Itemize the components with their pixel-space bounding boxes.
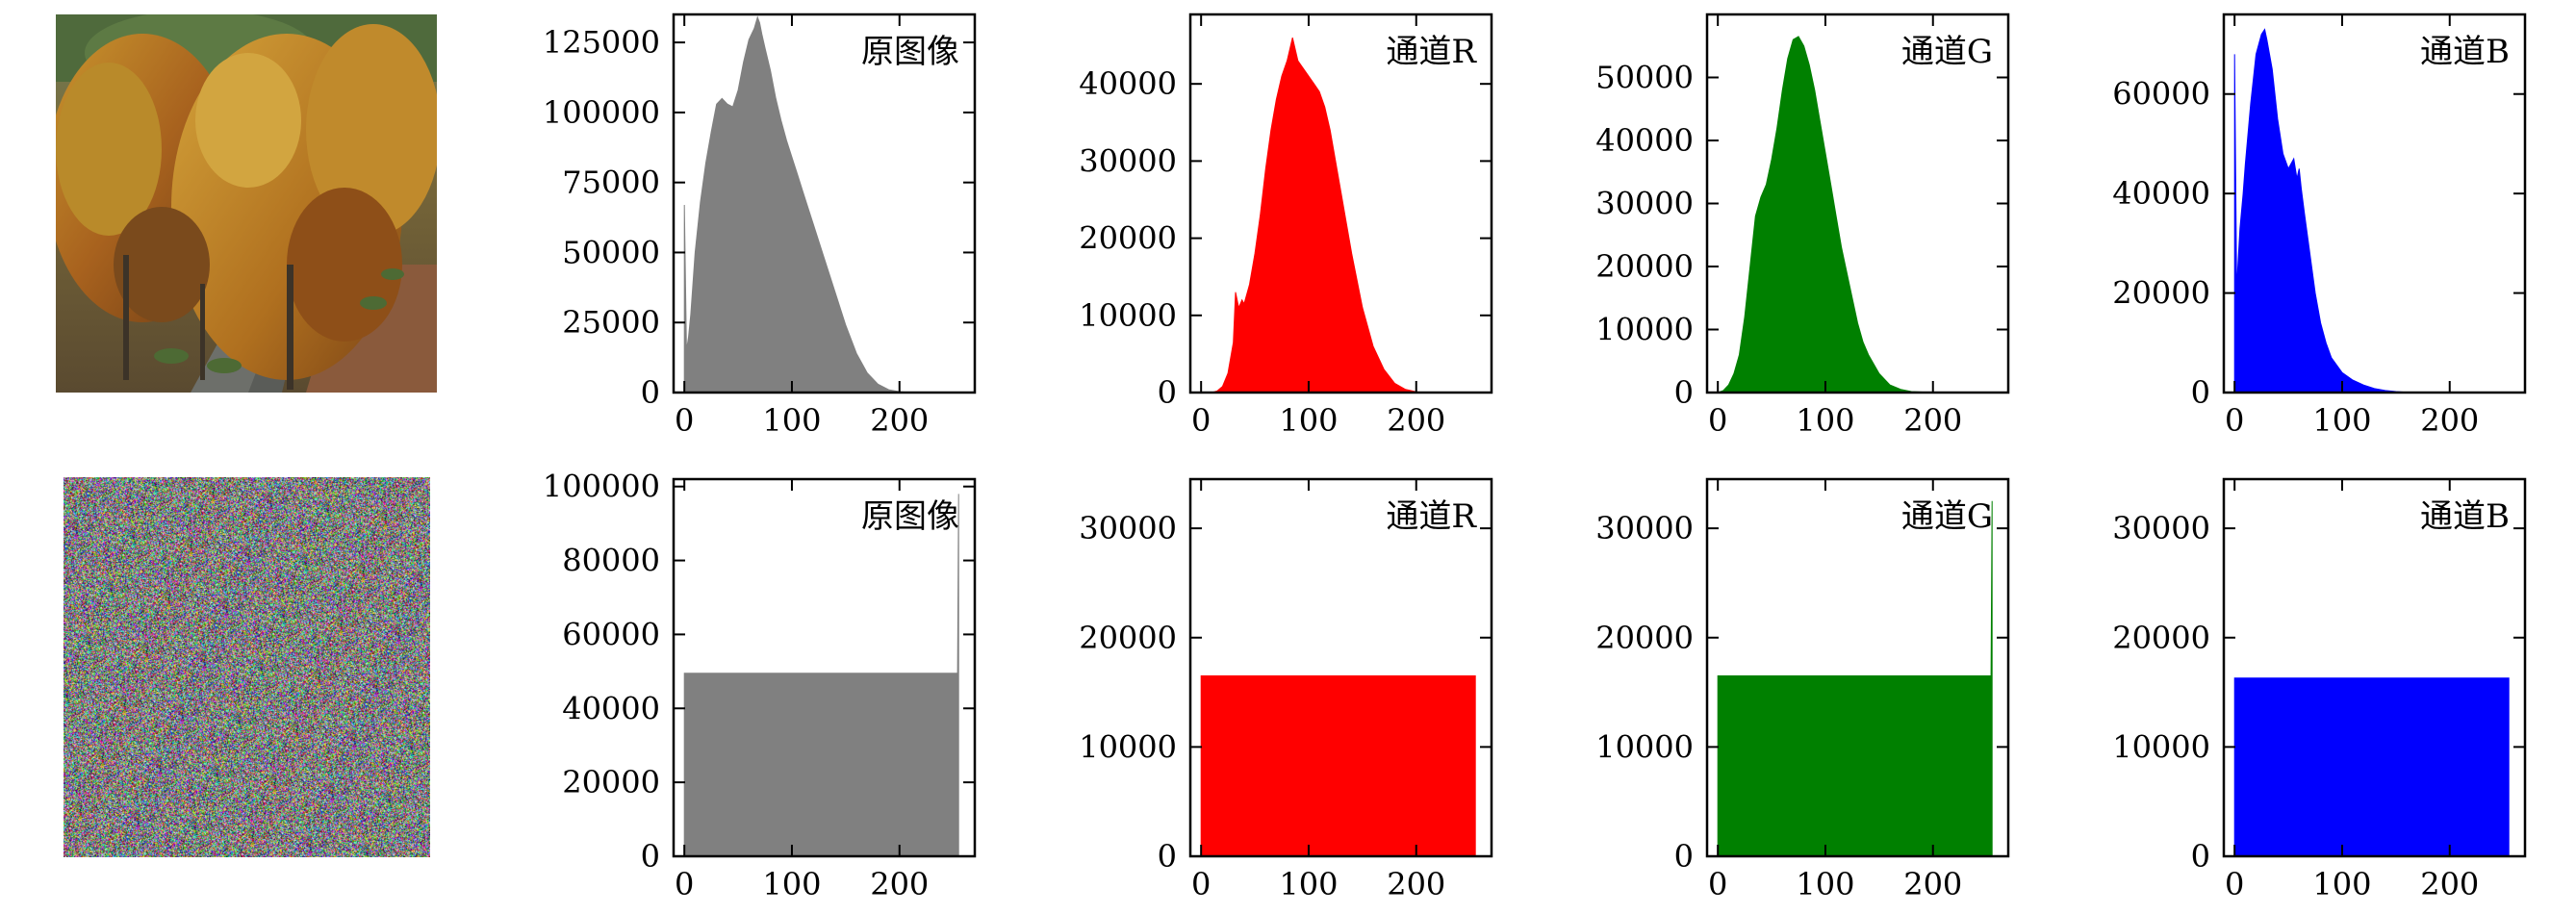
y-tick-label: 50000 [562, 234, 660, 270]
y-tick-label: 80000 [562, 543, 660, 579]
panel-title: 通道R [1386, 33, 1477, 71]
y-tick-label: 60000 [562, 616, 660, 652]
y-tick-label: 10000 [1595, 728, 1694, 765]
y-tick-label: 40000 [1595, 122, 1694, 159]
y-tick-label: 0 [1674, 374, 1694, 411]
x-tick-label: 100 [762, 402, 821, 439]
x-tick-label: 200 [1387, 402, 1445, 439]
plot-frame [1705, 477, 2010, 858]
x-tick-label: 200 [1903, 866, 1962, 902]
encrypted-noise-image [64, 477, 430, 857]
histogram-panel-8: 0 100 200 0 10000 20000 30000 通道B [2112, 477, 2527, 902]
y-tick-label: 40000 [562, 690, 660, 726]
histogram-panel-2: 0 100 200 0 10000 20000 30000 40000 通道R [1079, 13, 1493, 439]
plot-frame [1188, 477, 1493, 858]
x-tick-label: 0 [1708, 866, 1727, 902]
panel-title: 通道B [2420, 497, 2510, 536]
histogram-area [1200, 675, 1476, 857]
plot-frame [1188, 13, 1493, 394]
x-tick-label: 200 [870, 402, 929, 439]
y-tick-label: 20000 [1079, 620, 1177, 656]
y-tick-label: 30000 [1079, 142, 1177, 179]
histogram-panel-3: 0 100 200 0 10000 20000 30000 40000 50000 通道G [1595, 13, 2010, 439]
histogram-panel-1: 0 100 200 0 25000 50000 75000 100000 125000 原图像 [543, 13, 977, 439]
histogram-area [2233, 677, 2510, 857]
y-tick-label: 0 [1674, 838, 1694, 875]
y-tick-label: 30000 [1595, 510, 1694, 546]
plot-frame [672, 13, 977, 394]
y-tick-label: 50000 [1595, 60, 1694, 96]
y-tick-label: 0 [1158, 838, 1177, 875]
panel-title: 通道B [2420, 33, 2510, 71]
y-tick-label: 60000 [2112, 76, 2210, 113]
y-tick-label: 20000 [1595, 248, 1694, 285]
y-tick-label: 40000 [1079, 65, 1177, 102]
histogram-panel-6: 0 100 200 0 10000 20000 30000 通道R [1079, 477, 1493, 902]
x-tick-label: 0 [675, 866, 694, 902]
x-tick-label: 200 [870, 866, 929, 902]
y-tick-label: 0 [1158, 374, 1177, 411]
y-tick-label: 0 [2191, 838, 2210, 875]
y-tick-label: 20000 [1595, 620, 1694, 656]
x-tick-label: 200 [1903, 402, 1962, 439]
x-tick-label: 100 [1796, 866, 1854, 902]
plot-frame [672, 477, 977, 858]
y-tick-label: 0 [641, 374, 660, 411]
x-tick-label: 100 [1796, 402, 1854, 439]
y-tick-label: 100000 [543, 469, 660, 505]
panel-title: 通道G [1901, 33, 1993, 71]
panel-title: 通道R [1386, 497, 1477, 536]
y-tick-label: 10000 [2112, 728, 2210, 765]
plot-frame [2222, 13, 2527, 394]
y-tick-label: 10000 [1595, 312, 1694, 348]
x-tick-label: 100 [2312, 402, 2371, 439]
y-tick-label: 25000 [562, 304, 660, 341]
y-tick-label: 0 [2191, 374, 2210, 411]
x-tick-label: 200 [2420, 402, 2479, 439]
histogram-panel-7: 0 100 200 0 10000 20000 30000 通道G [1595, 477, 2010, 902]
y-tick-label: 20000 [2112, 620, 2210, 656]
panel-title: 原图像 [861, 497, 959, 536]
histogram-area [1201, 37, 1476, 394]
histogram-panel-5: 0 100 200 0 20000 40000 60000 80000 100000 原图像 [543, 469, 977, 902]
y-tick-label: 30000 [2112, 510, 2210, 546]
x-tick-label: 0 [2225, 866, 2244, 902]
panel-title: 原图像 [861, 33, 959, 71]
y-tick-label: 20000 [562, 764, 660, 800]
y-tick-label: 20000 [1079, 220, 1177, 257]
y-tick-label: 100000 [543, 94, 660, 131]
histogram-panel-4: 0 100 200 0 20000 40000 60000 通道B [2112, 13, 2527, 439]
plot-frame [2222, 477, 2527, 858]
y-tick-label: 20000 [2112, 275, 2210, 312]
histogram-area [1717, 500, 1993, 857]
x-tick-label: 0 [1191, 866, 1211, 902]
original-photo [56, 14, 437, 393]
x-tick-label: 100 [762, 866, 821, 902]
histogram-area [683, 15, 959, 394]
histogram-area [2233, 28, 2510, 394]
y-tick-label: 10000 [1079, 728, 1177, 765]
histogram-area [683, 494, 959, 857]
x-tick-label: 100 [1279, 866, 1338, 902]
y-tick-label: 30000 [1079, 510, 1177, 546]
x-tick-label: 0 [2225, 402, 2244, 439]
y-tick-label: 125000 [543, 24, 660, 61]
x-tick-label: 200 [2420, 866, 2479, 902]
histogram-area [1718, 36, 1993, 394]
y-tick-label: 40000 [2112, 175, 2210, 212]
y-tick-label: 30000 [1595, 186, 1694, 222]
y-tick-label: 75000 [562, 165, 660, 201]
x-tick-label: 200 [1387, 866, 1445, 902]
x-tick-label: 100 [1279, 402, 1338, 439]
x-tick-label: 0 [675, 402, 694, 439]
x-tick-label: 0 [1708, 402, 1727, 439]
panel-title: 通道G [1901, 497, 1993, 536]
y-tick-label: 0 [641, 838, 660, 875]
y-tick-label: 10000 [1079, 297, 1177, 334]
x-tick-label: 100 [2312, 866, 2371, 902]
x-tick-label: 0 [1191, 402, 1211, 439]
